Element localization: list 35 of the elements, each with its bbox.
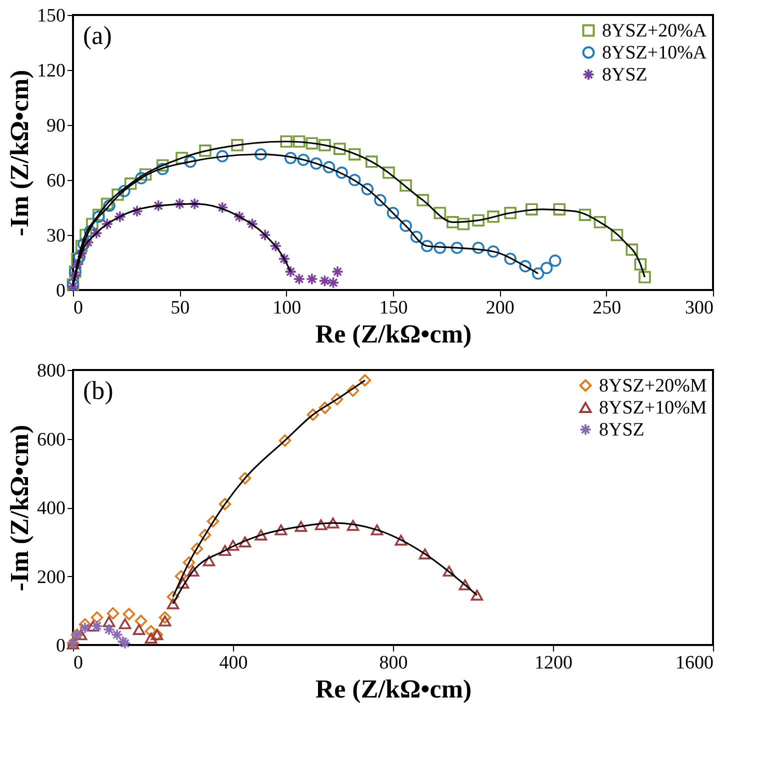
x-tick-label: 0	[74, 298, 83, 318]
x-tick-label: 300	[685, 298, 714, 318]
x-axis-title: Re (Z/kΩ•cm)	[315, 320, 472, 348]
x-tick-label: 1200	[534, 652, 572, 674]
annotation: (b)	[83, 376, 114, 405]
y-tick-label: 200	[37, 566, 66, 588]
legend-label: 8YSZ	[599, 420, 644, 440]
x-tick-label: 800	[379, 652, 408, 674]
y-tick-label: 0	[56, 636, 66, 656]
x-tick-label: 50	[170, 298, 190, 318]
legend-label: 8YSZ+20%A	[602, 20, 707, 42]
y-tick-label: 600	[37, 429, 66, 450]
x-axis-title: Re (Z/kΩ•cm)	[315, 674, 472, 704]
y-tick-label: 0	[56, 280, 66, 302]
y-tick-label: 400	[37, 498, 66, 519]
legend-label: 8YSZ+10%A	[602, 42, 707, 64]
x-tick-label: 200	[486, 298, 514, 318]
x-tick-label: 400	[219, 652, 248, 674]
y-tick-label: 60	[46, 170, 66, 192]
legend-label: 8YSZ	[602, 64, 648, 86]
x-tick-label: 100	[272, 298, 302, 318]
x-tick-label: 150	[379, 298, 408, 318]
y-tick-label: 800	[37, 360, 66, 382]
x-tick-label: 1600	[676, 652, 714, 674]
y-tick-label: 90	[46, 116, 66, 136]
y-tick-label: 120	[37, 60, 66, 82]
y-tick-label: 30	[46, 226, 66, 246]
y-tick-label: 150	[37, 6, 66, 26]
x-tick-label: 250	[592, 298, 622, 318]
x-tick-label: 0	[74, 652, 83, 674]
legend-label: 8YSZ+10%M	[599, 398, 707, 418]
legend-label: 8YSZ+20%M	[599, 376, 707, 396]
y-axis-title: -Im (Z/kΩ•cm)	[5, 70, 34, 236]
y-axis-title: -Im (Z/kΩ•cm)	[5, 424, 34, 592]
annotation: (a)	[83, 21, 112, 50]
